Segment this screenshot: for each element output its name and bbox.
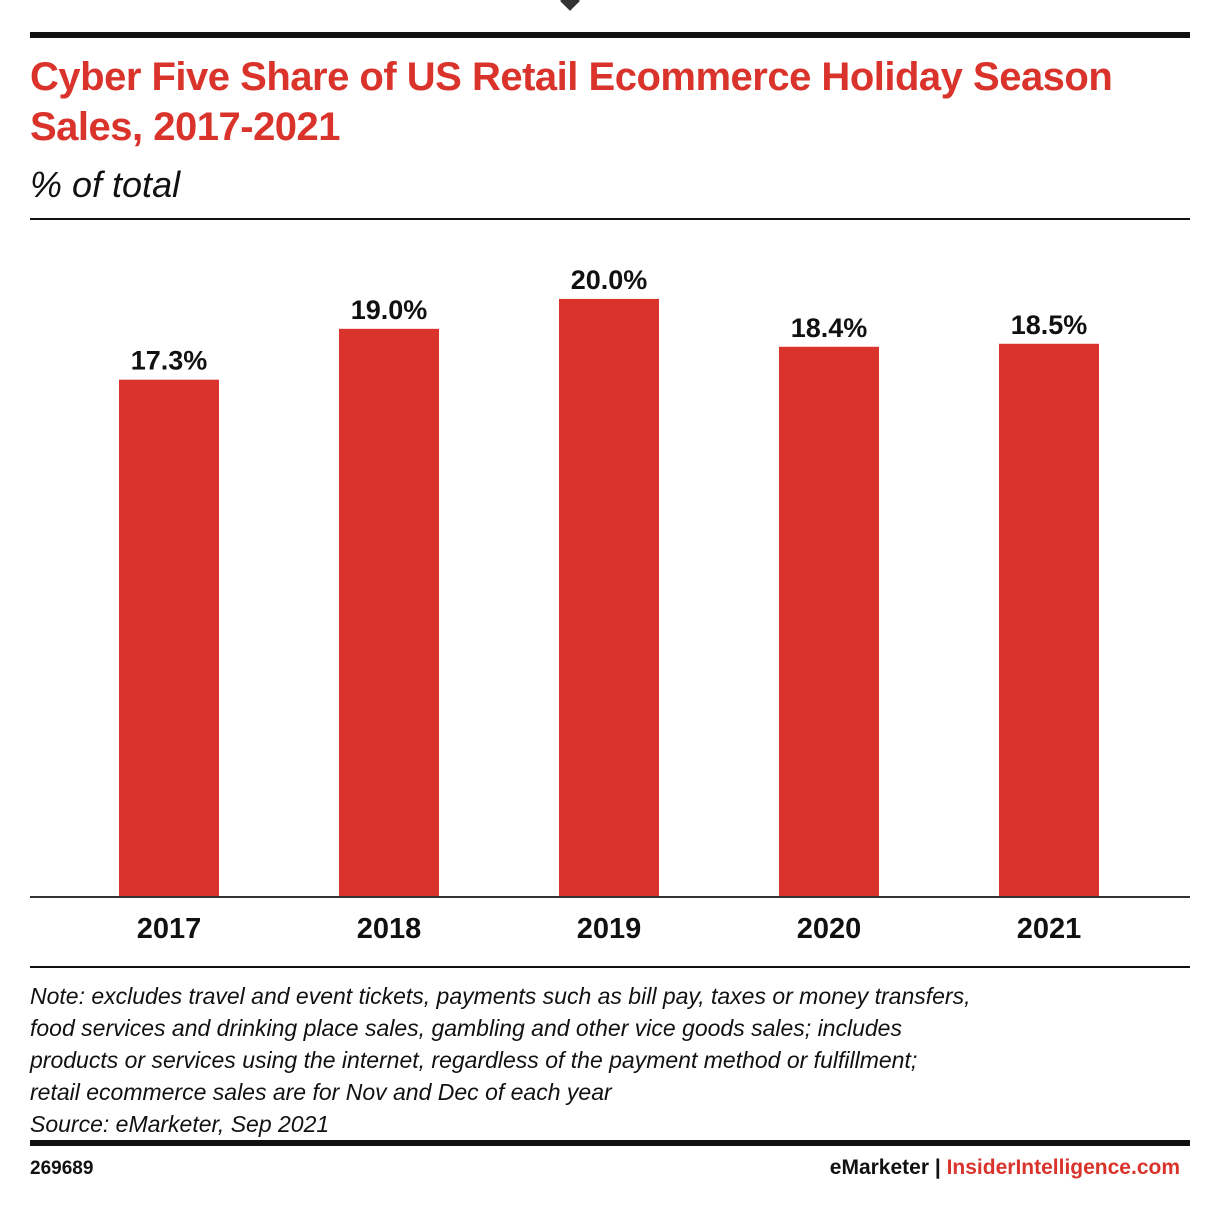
- emarketer-brand: eMarketer: [829, 1156, 930, 1179]
- footer-rule: [30, 1140, 1190, 1146]
- data-label-2018: 19.0%: [351, 295, 428, 325]
- chart-subtitle: % of total: [30, 164, 181, 205]
- chart-note: Note: excludes travel and event tickets,…: [30, 980, 1190, 1140]
- x-tick-label-2017: 2017: [137, 913, 202, 945]
- insiderintelligence-link[interactable]: InsiderIntelligence.com: [946, 1156, 1180, 1179]
- bar-2019: [559, 298, 659, 897]
- chart-title: Cyber Five Share of US Retail Ecommerce …: [30, 55, 1113, 149]
- x-tick-label-2021: 2021: [1017, 913, 1082, 945]
- bar-2020: [779, 346, 879, 897]
- top-rule: [30, 32, 1190, 38]
- data-label-2021: 18.5%: [1011, 310, 1088, 340]
- subtitle-rule: [30, 218, 1190, 220]
- data-label-2017: 17.3%: [131, 346, 208, 376]
- note-line: retail ecommerce sales are for Nov and D…: [30, 1079, 612, 1105]
- bar-2017: [119, 379, 219, 897]
- x-tick-label-2018: 2018: [357, 913, 422, 945]
- note-rule: [30, 966, 1190, 968]
- top-arrow-marker-icon: [560, 0, 580, 11]
- brand-separator: |: [934, 1156, 941, 1179]
- chart-id: 269689: [30, 1158, 94, 1179]
- note-line: food services and drinking place sales, …: [30, 1015, 902, 1041]
- bar-2018: [339, 328, 439, 897]
- bar-chart: 17.3% 2017 19.0% 2018 20.0% 2019 18.4% 2020 18.5…: [30, 265, 1190, 945]
- note-line: products or services using the internet,…: [30, 1047, 918, 1073]
- footer-brand: eMarketer | InsiderIntelligence.com: [830, 1156, 1180, 1180]
- x-tick-label-2020: 2020: [797, 913, 862, 945]
- source-line: Source: eMarketer, Sep 2021: [30, 1111, 330, 1137]
- x-tick-label-2019: 2019: [577, 913, 642, 945]
- data-label-2019: 20.0%: [571, 265, 648, 295]
- bar-2021: [999, 343, 1099, 898]
- note-line: Note: excludes travel and event tickets,…: [30, 983, 971, 1009]
- data-label-2020: 18.4%: [791, 313, 868, 343]
